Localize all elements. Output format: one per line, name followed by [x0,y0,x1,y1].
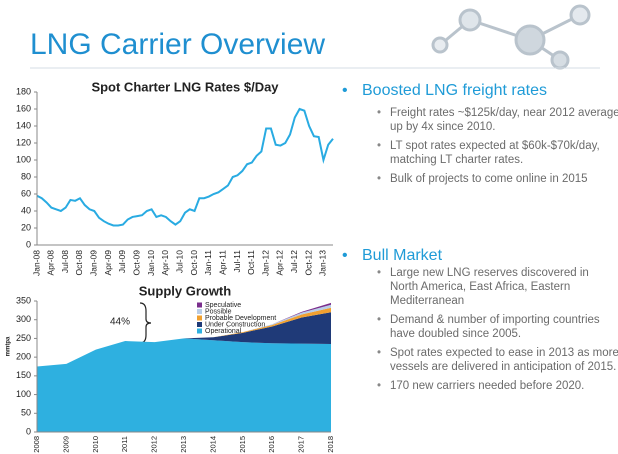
x-tick-label: Jul-12 [289,250,299,273]
area [37,338,331,432]
bullet-item: Bulk of projects to come online in 2015 [377,172,618,186]
legend-label: Speculative [205,302,241,309]
x-tick-label: Jul-09 [117,250,127,273]
line [36,107,334,227]
legend-label: Under Construction [205,321,265,328]
area [37,312,331,367]
section-heading: Boosted LNG freight rates [342,82,547,100]
legend-swatch [197,322,202,327]
bullet-item: LT spot rates expected at $60k-$70k/day,… [377,139,618,167]
x-tick-label: Oct-09 [132,250,142,276]
molecule-decoration [431,4,591,70]
x-tick-label: Oct-08 [74,250,84,276]
y-tick-label: 80 [21,171,31,181]
x-tick-label: 2012 [150,436,159,453]
x-tick-label: 2015 [238,436,247,453]
y-tick-label: 160 [16,103,31,113]
y-tick-label: 120 [16,137,31,147]
x-tick-label: Jan-08 [31,250,41,276]
chart-title: Spot Charter LNG Rates $/Day [91,79,279,94]
x-tick-label: Apr-08 [46,250,56,276]
legend-swatch [197,309,202,314]
x-tick-label: Apr-10 [160,250,170,276]
bullet-list: Freight rates ~$125k/day, near 2012 aver… [377,106,618,191]
x-tick-label: Oct-12 [303,250,313,276]
x-tick-label: Oct-11 [246,250,256,275]
y-axis-label: mmtpa [6,336,12,356]
x-tick-label: Apr-11 [217,250,227,275]
x-tick-label: 2009 [61,436,70,453]
x-tick-label: Jan-13 [318,250,328,276]
x-tick-label: Oct-10 [189,250,199,276]
legend-swatch [197,328,202,334]
x-tick-label: 2008 [32,436,41,453]
section-heading: Bull Market [342,247,442,265]
bullet-item: Spot rates expected to ease in 2013 as m… [377,346,618,374]
x-tick-label: Jan-12 [260,250,270,276]
x-tick-label: Jan-09 [89,250,99,276]
chart-title: Supply Growth [139,283,232,298]
y-tick-label: 150 [16,370,31,380]
y-tick-label: 250 [16,333,31,343]
x-tick-label: 2018 [326,436,335,453]
x-tick-label: Jul-11 [232,250,242,273]
x-tick-label: 2011 [120,436,129,452]
x-tick-label: 2010 [91,436,100,453]
legend-swatch [197,315,202,321]
y-tick-label: 0 [26,426,31,436]
bracket [139,302,152,344]
x-tick-label: Apr-12 [275,250,285,276]
x-tick-label: Jul-08 [60,250,70,273]
bullet-list: Large new LNG reserves discovered in Nor… [377,266,618,398]
y-tick-label: 100 [16,389,31,399]
x-tick-label: Apr-09 [103,250,113,276]
y-tick-label: 100 [16,154,31,164]
bullet-item: Freight rates ~$125k/day, near 2012 aver… [377,106,618,134]
y-tick-label: 60 [21,188,31,198]
legend-label: Possible [205,308,232,315]
annotation: 44% [110,317,130,328]
legend-label: Probable Development [205,315,276,322]
y-tick-label: 140 [16,120,31,130]
x-tick-label: 2017 [297,436,306,453]
y-tick-label: 180 [16,86,31,96]
x-tick-label: Jan-10 [146,250,156,276]
y-tick-label: 50 [21,408,31,418]
bullet-item: Large new LNG reserves discovered in Nor… [377,266,618,308]
y-tick-label: 300 [16,314,31,324]
x-tick-label: 2014 [208,436,217,453]
legend-swatch [197,302,202,308]
bullet-item: 170 new carriers needed before 2020. [377,379,618,393]
x-tick-label: Jul-10 [174,250,184,273]
x-tick-label: 2016 [267,436,276,453]
bullet-item: Demand & number of importing countries h… [377,313,618,341]
legend-label: Operational [205,328,242,335]
y-tick-label: 40 [21,205,31,215]
y-tick-label: 0 [26,239,31,249]
slide-title: LNG Carrier Overview [30,28,326,61]
y-tick-label: 350 [16,295,31,305]
y-tick-label: 200 [16,352,31,362]
x-tick-label: 2013 [179,436,188,453]
x-tick-label: Jan-11 [203,250,213,276]
y-tick-label: 20 [21,222,31,232]
